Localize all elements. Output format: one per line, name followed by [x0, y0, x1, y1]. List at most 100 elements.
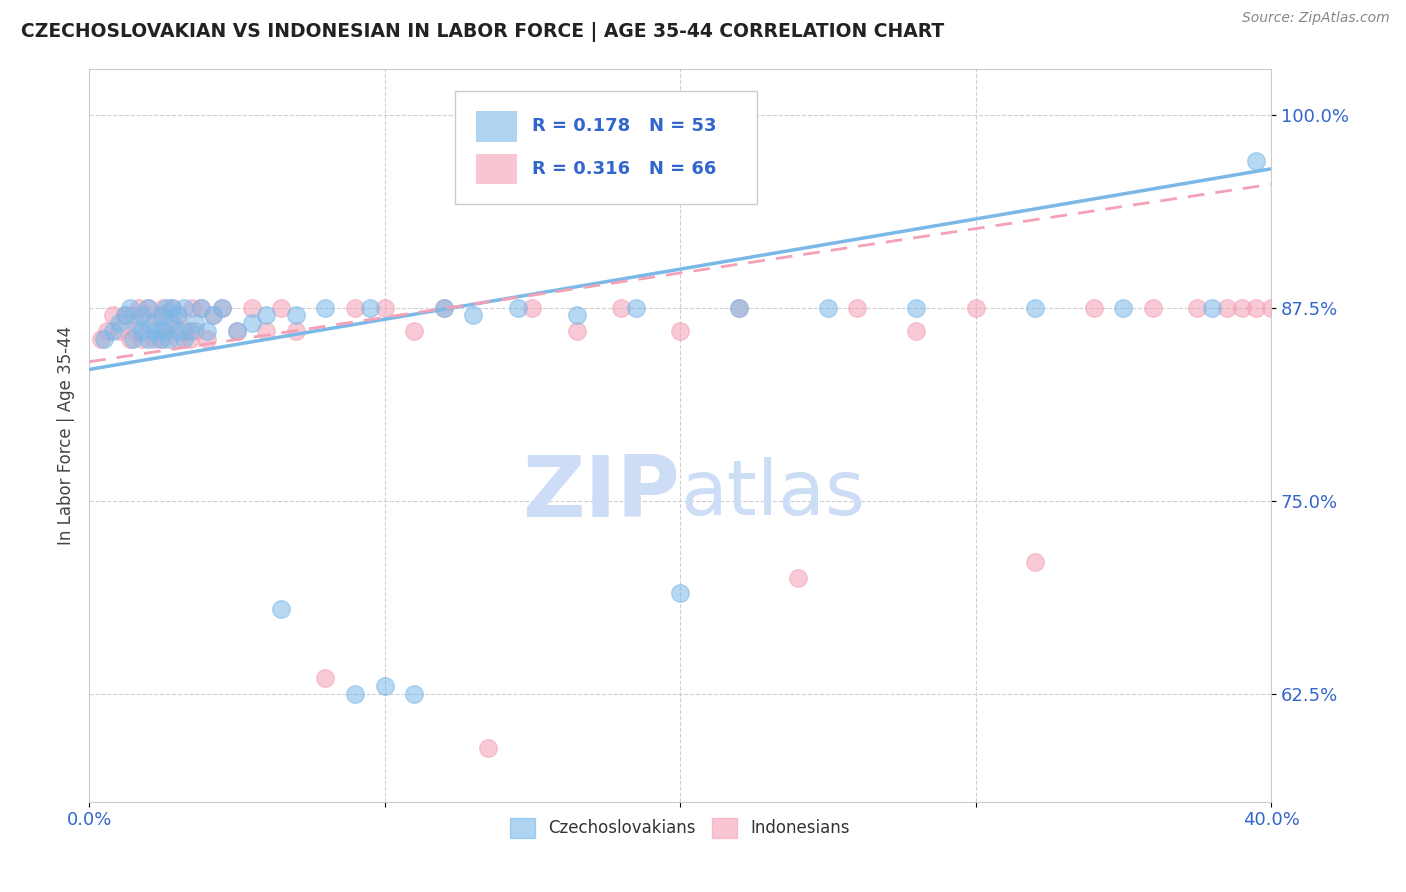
Point — [1201, 301, 1223, 315]
Point — [254, 324, 277, 338]
Point — [136, 332, 159, 346]
Bar — [475, 111, 517, 142]
Point — [166, 309, 188, 323]
Point — [1112, 301, 1135, 315]
Point — [359, 301, 381, 315]
Point — [1260, 301, 1282, 315]
Point — [1319, 301, 1341, 315]
Point — [1305, 301, 1327, 315]
Point — [1334, 301, 1357, 315]
Point — [1313, 301, 1336, 315]
Text: atlas: atlas — [681, 457, 865, 531]
Point — [136, 301, 159, 315]
Point — [122, 309, 145, 323]
Point — [254, 309, 277, 323]
Point — [160, 301, 183, 315]
Point — [184, 316, 207, 330]
Point — [1083, 301, 1105, 315]
Point — [136, 316, 159, 330]
Point — [846, 301, 869, 315]
Point — [240, 301, 263, 315]
Point — [1024, 301, 1046, 315]
Point — [284, 309, 307, 323]
Point — [270, 601, 292, 615]
Point — [96, 324, 118, 338]
Point — [179, 332, 201, 346]
Point — [374, 679, 396, 693]
Point — [610, 301, 633, 315]
Point — [669, 586, 692, 600]
Point — [1284, 301, 1306, 315]
Point — [404, 324, 426, 338]
Point — [90, 332, 112, 346]
Point — [817, 301, 839, 315]
Point — [284, 324, 307, 338]
Point — [166, 309, 188, 323]
Y-axis label: In Labor Force | Age 35-44: In Labor Force | Age 35-44 — [58, 326, 75, 545]
Point — [125, 324, 148, 338]
Point — [1246, 154, 1268, 169]
Point — [152, 332, 174, 346]
Point — [181, 301, 204, 315]
Point — [173, 301, 195, 315]
Point — [965, 301, 987, 315]
Point — [179, 324, 201, 338]
Point — [728, 301, 751, 315]
Point — [344, 687, 367, 701]
Point — [1142, 301, 1164, 315]
Point — [202, 309, 225, 323]
Point — [314, 301, 336, 315]
Point — [101, 324, 124, 338]
Point — [1289, 301, 1312, 315]
Point — [93, 332, 115, 346]
Point — [477, 740, 499, 755]
Point — [157, 316, 180, 330]
Legend: Czechoslovakians, Indonesians: Czechoslovakians, Indonesians — [503, 811, 856, 845]
Point — [522, 301, 544, 315]
Point — [149, 332, 172, 346]
Point — [152, 309, 174, 323]
Point — [184, 324, 207, 338]
Point — [624, 301, 647, 315]
Point — [101, 309, 124, 323]
Point — [344, 301, 367, 315]
Point — [190, 301, 212, 315]
Point — [240, 316, 263, 330]
Point — [107, 316, 129, 330]
Point — [565, 309, 588, 323]
Point — [433, 301, 456, 315]
Point — [905, 324, 928, 338]
Point — [728, 301, 751, 315]
FancyBboxPatch shape — [456, 90, 756, 204]
Point — [157, 332, 180, 346]
Point — [669, 324, 692, 338]
Point — [173, 332, 195, 346]
Point — [195, 324, 218, 338]
Text: R = 0.178   N = 53: R = 0.178 N = 53 — [533, 118, 717, 136]
Point — [166, 324, 188, 338]
Point — [1246, 301, 1268, 315]
Point — [160, 316, 183, 330]
Point — [195, 332, 218, 346]
Text: Source: ZipAtlas.com: Source: ZipAtlas.com — [1241, 11, 1389, 25]
Point — [149, 309, 172, 323]
Text: ZIP: ZIP — [523, 452, 681, 535]
Bar — [475, 153, 517, 185]
Point — [202, 309, 225, 323]
Point — [128, 301, 150, 315]
Point — [374, 301, 396, 315]
Point — [107, 324, 129, 338]
Point — [433, 301, 456, 315]
Point — [1230, 301, 1253, 315]
Point — [155, 301, 177, 315]
Point — [1024, 555, 1046, 569]
Point — [155, 324, 177, 338]
Point — [787, 571, 810, 585]
Point — [131, 332, 153, 346]
Point — [225, 324, 247, 338]
Point — [120, 301, 142, 315]
Point — [143, 332, 166, 346]
Point — [131, 309, 153, 323]
Point — [404, 687, 426, 701]
Point — [131, 324, 153, 338]
